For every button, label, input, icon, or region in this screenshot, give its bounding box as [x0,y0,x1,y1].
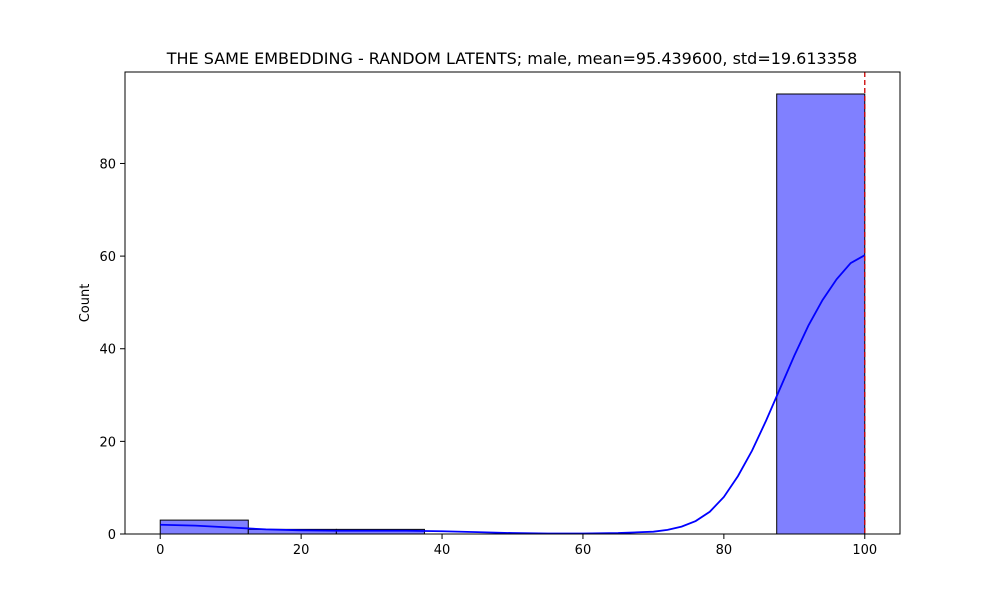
y-tick-label: 40 [99,343,116,358]
y-tick-label: 80 [99,157,116,172]
y-tick-label: 0 [108,528,116,543]
x-tick-label: 0 [156,543,164,558]
x-tick-label: 40 [434,543,451,558]
y-tick-label: 20 [99,435,116,450]
x-tick-label: 20 [293,543,310,558]
y-axis-label: Count [78,284,93,323]
x-tick-label: 100 [852,543,877,558]
plot-frame [124,71,901,535]
bars-group [159,93,866,535]
y-tick-label: 60 [99,250,116,265]
x-tick-label: 80 [716,543,733,558]
chart-title: THE SAME EMBEDDING - RANDOM LATENTS; mal… [166,49,858,68]
x-tick-label: 60 [575,543,592,558]
histogram-bar-7 [776,93,866,535]
kde-curve [160,254,866,535]
x-axis-ticks: 0 20 40 60 80 100 [156,534,877,558]
y-axis-ticks: 0 20 40 60 80 [99,157,125,543]
